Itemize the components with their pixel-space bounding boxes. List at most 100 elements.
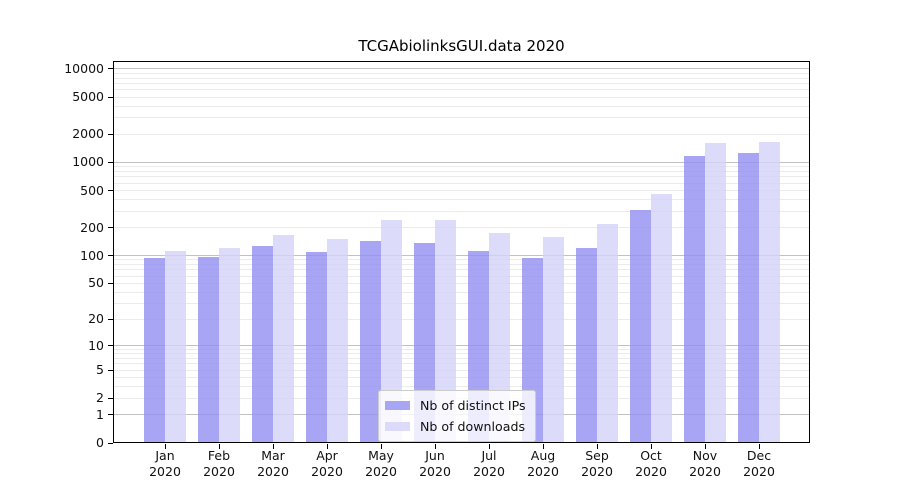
gridline-minor (114, 318, 809, 320)
gridline-minor (114, 176, 809, 178)
x-tick-label-year: 2020 (635, 463, 667, 479)
x-tick-jun (435, 444, 436, 449)
bar-downloads-jan (165, 251, 186, 443)
y-tick-label-500: 500 (80, 182, 104, 198)
bar-distinct-ips-oct (630, 210, 651, 443)
gridline-minor (114, 259, 809, 261)
gridline-minor (114, 77, 809, 79)
gridline-major (114, 161, 809, 163)
gridline-minor (114, 386, 809, 388)
bar-downloads-oct (651, 194, 672, 443)
y-tick-1000 (108, 161, 113, 163)
x-tick-aug (543, 444, 544, 449)
y-tick-label-10: 10 (88, 337, 104, 353)
bar-downloads-jun (435, 219, 456, 443)
legend: Nb of distinct IPs Nb of downloads (378, 390, 536, 442)
x-tick-label-nov: Nov 2020 (678, 448, 732, 479)
x-tick-label-year: 2020 (743, 463, 775, 479)
chart-title: TCGAbiolinksGUI.data 2020 (358, 37, 565, 55)
gridline-minor (114, 282, 809, 284)
gridline-minor (114, 171, 809, 172)
bar-distinct-ips-nov (684, 156, 705, 443)
x-tick-label-month: Mar (261, 448, 285, 463)
x-tick-label-month: Jun (425, 448, 445, 463)
x-tick-label-month: May (368, 448, 394, 463)
gridline-minor (114, 303, 809, 305)
gridline-major (114, 255, 809, 257)
x-tick-label-year: 2020 (473, 463, 505, 479)
x-tick-jul (489, 444, 490, 449)
legend-label-downloads: Nb of downloads (420, 419, 526, 434)
bar-downloads-aug (543, 236, 564, 443)
x-tick-label-dec: Dec 2020 (732, 448, 786, 479)
x-tick-sep (597, 444, 598, 449)
x-tick-label-jul: Jul 2020 (462, 448, 516, 479)
x-tick-apr (327, 444, 328, 449)
bar-downloads-feb (219, 247, 240, 443)
gridline-minor (114, 105, 809, 107)
gridline-major (114, 68, 809, 70)
gridline-minor (114, 82, 809, 84)
x-tick-label-year: 2020 (581, 463, 613, 479)
legend-item-downloads: Nb of downloads (385, 418, 526, 435)
x-tick-feb (219, 444, 220, 449)
x-tick-label-may: May 2020 (354, 448, 408, 479)
y-tick-label-1: 1 (96, 406, 104, 422)
x-tick-jan (165, 444, 166, 449)
bar-distinct-ips-may (360, 240, 381, 443)
x-tick-label-month: Aug (530, 448, 556, 463)
x-tick-label-feb: Feb 2020 (192, 448, 246, 479)
gridline-minor (114, 349, 809, 350)
y-tick-1 (108, 414, 113, 416)
bar-downloads-apr (327, 238, 348, 443)
y-tick-label-50: 50 (88, 275, 104, 291)
x-tick-label-month: Dec (746, 448, 772, 463)
x-tick-label-jun: Jun 2020 (408, 448, 462, 479)
x-tick-label-month: Nov (692, 448, 718, 463)
gridline-minor (114, 369, 809, 371)
bar-downloads-nov (705, 143, 726, 443)
y-tick-2 (108, 397, 113, 399)
gridline-minor (114, 199, 809, 201)
y-tick-label-2: 2 (96, 390, 104, 406)
y-tick-20 (108, 318, 113, 320)
x-tick-label-mar: Mar 2020 (246, 448, 300, 479)
x-tick-label-month: Feb (207, 448, 231, 463)
legend-swatch-downloads (385, 422, 410, 431)
x-tick-oct (651, 444, 652, 449)
gridline-minor (114, 210, 809, 212)
gridline-minor (114, 190, 809, 192)
x-tick-label-sep: Sep 2020 (570, 448, 624, 479)
bar-downloads-dec (759, 141, 780, 443)
x-tick-label-month: Oct (640, 448, 662, 463)
bar-downloads-mar (273, 234, 294, 443)
gridline-minor (114, 275, 809, 277)
x-tick-label-year: 2020 (419, 463, 451, 479)
x-tick-label-year: 2020 (149, 463, 181, 479)
y-tick-label-20: 20 (88, 311, 104, 327)
x-tick-label-year: 2020 (689, 463, 721, 479)
bar-downloads-may (381, 219, 402, 443)
y-tick-label-5: 5 (96, 362, 104, 378)
x-tick-dec (759, 444, 760, 449)
gridline-major (114, 345, 809, 347)
gridline-minor (114, 72, 809, 74)
x-tick-label-aug: Aug 2020 (516, 448, 570, 479)
x-tick-nov (705, 444, 706, 449)
x-tick-label-year: 2020 (203, 463, 235, 479)
x-tick-label-apr: Apr 2020 (300, 448, 354, 479)
legend-swatch-distinct-ips (385, 401, 410, 410)
x-tick-mar (273, 444, 274, 449)
gridline-minor (114, 117, 809, 119)
gridline-minor (114, 291, 809, 293)
y-tick-label-200: 200 (80, 219, 104, 235)
y-tick-10000 (108, 68, 113, 70)
y-tick-50 (108, 282, 113, 284)
gridline-minor (114, 353, 809, 355)
x-tick-label-year: 2020 (365, 463, 397, 479)
gridline-minor (114, 182, 809, 184)
